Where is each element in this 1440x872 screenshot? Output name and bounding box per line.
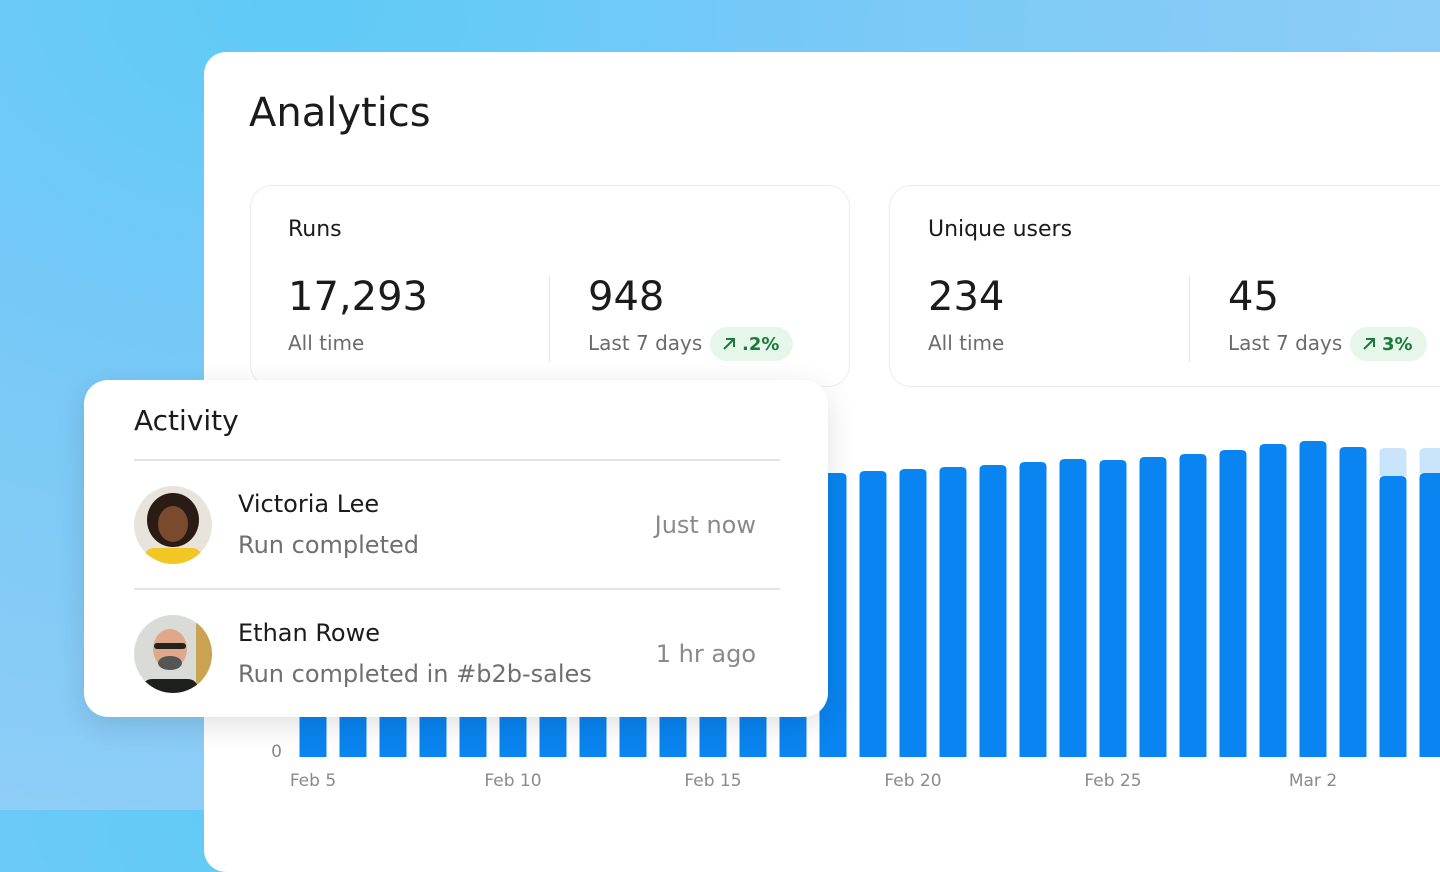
bar [1380,448,1407,476]
activity-time: Just now [655,511,756,539]
x-tick-label: Feb 10 [484,771,541,791]
activity-card: Activity Victoria Lee Run completed Just… [84,380,828,717]
activity-detail: Run completed [238,531,419,559]
activity-detail: Run completed in #b2b-sales [238,660,592,688]
bar [1100,460,1127,757]
bar [1180,454,1207,757]
bar [1420,448,1440,473]
avatar-image [134,615,212,693]
bar [1300,441,1327,757]
avatar-image [134,486,212,564]
bar [1340,447,1367,757]
x-tick-label: Feb 20 [884,771,941,791]
page: {"header": {"title": "Analytics"}, "stat… [0,0,1440,810]
user-name: Victoria Lee [238,490,379,518]
bar [1140,457,1167,757]
bar [900,469,927,757]
x-tick-label: Feb 15 [684,771,741,791]
bar [980,465,1007,757]
y-tick-label: 0 [271,742,282,762]
bar [1220,450,1247,757]
x-tick-label: Feb 5 [290,771,336,791]
bar [1260,444,1287,757]
bar [1020,462,1047,757]
divider [134,588,780,590]
bar [940,467,967,757]
avatar [134,486,212,564]
activity-title: Activity [134,404,239,437]
bar [860,471,887,757]
user-name: Ethan Rowe [238,619,380,647]
bar [1060,459,1087,757]
x-tick-label: Feb 25 [1084,771,1141,791]
divider [134,459,780,461]
x-tick-label: Mar 2 [1289,771,1337,791]
bar [1420,473,1440,757]
activity-time: 1 hr ago [656,640,756,668]
avatar [134,615,212,693]
bar [1380,476,1407,757]
